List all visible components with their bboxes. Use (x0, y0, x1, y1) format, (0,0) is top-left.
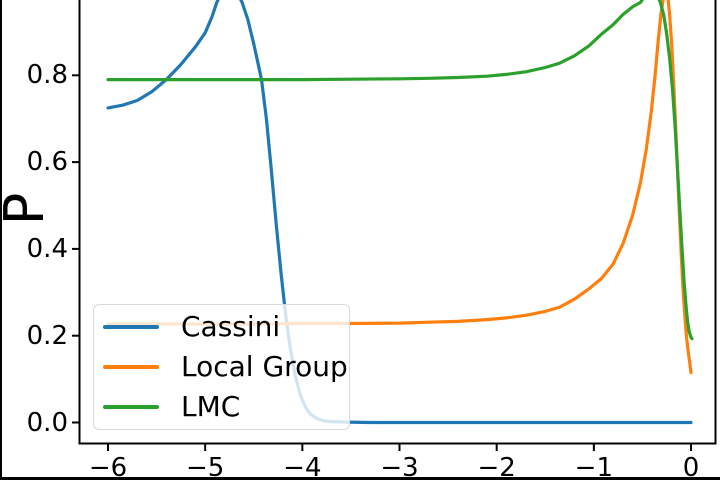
series-line-cassini (106, 0, 693, 425)
frame-edge-left (0, 0, 2, 480)
y-tick-label: 0.0 (26, 407, 68, 438)
y-tick-label: 0.8 (26, 60, 68, 91)
legend-item-lmc: LMC (94, 387, 349, 427)
y-axis-label: P (0, 177, 56, 241)
legend-label-cassini: Cassini (181, 310, 281, 343)
x-tick-label: −5 (185, 453, 225, 480)
x-tick-label: −4 (283, 453, 322, 480)
x-tick-label: −3 (380, 453, 419, 480)
legend-line-cassini (103, 325, 159, 329)
y-tick-label: 0.4 (26, 233, 68, 264)
y-tick-label: 0.6 (26, 147, 68, 178)
legend-label-lmc: LMC (181, 390, 241, 423)
frame-edge-bottom (0, 477, 720, 480)
x-tick-label: −6 (88, 453, 128, 480)
legend: Cassini Local Group LMC (93, 304, 350, 430)
x-tick-label: −2 (477, 453, 516, 480)
x-tick-label: −1 (574, 453, 613, 480)
legend-line-local-group (103, 365, 159, 369)
legend-label-local-group: Local Group (181, 350, 348, 383)
x-tick-label: 0 (682, 453, 700, 480)
legend-item-cassini: Cassini (94, 307, 349, 347)
y-tick-label: 0.2 (26, 320, 68, 351)
legend-line-lmc (103, 405, 159, 409)
series-line-lmc (106, 0, 694, 341)
legend-item-local-group: Local Group (94, 347, 349, 387)
